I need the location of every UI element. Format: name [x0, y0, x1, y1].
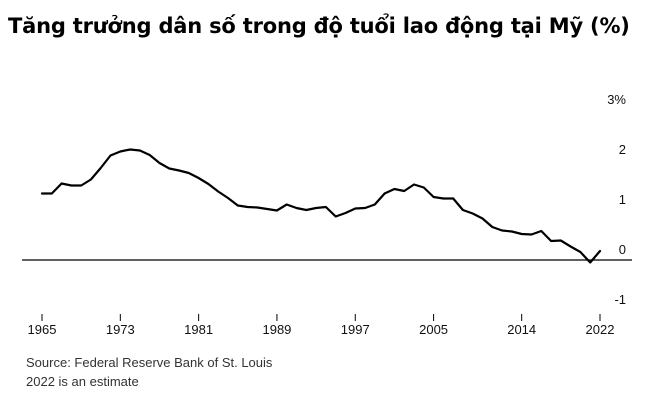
- y-tick-label: 2: [619, 142, 626, 157]
- x-tick-label: 1973: [106, 322, 135, 337]
- y-tick-label: -1: [614, 292, 626, 307]
- source-note: Source: Federal Reserve Bank of St. Loui…: [26, 355, 273, 370]
- x-tick-label: 1965: [28, 322, 57, 337]
- y-tick-label: 1: [619, 192, 626, 207]
- y-tick-label: 0: [619, 242, 626, 257]
- x-tick-label: 1997: [341, 322, 370, 337]
- chart-title: Tăng trưởng dân số trong độ tuổi lao độn…: [8, 14, 630, 38]
- x-tick-label: 1989: [262, 322, 291, 337]
- x-tick-label: 2022: [586, 322, 615, 337]
- x-tick-label: 1981: [184, 322, 213, 337]
- x-tick-label: 2014: [507, 322, 536, 337]
- x-tick-label: 2005: [419, 322, 448, 337]
- estimate-note: 2022 is an estimate: [26, 374, 139, 389]
- series-line: [40, 148, 602, 264]
- y-tick-label: 3%: [607, 92, 626, 107]
